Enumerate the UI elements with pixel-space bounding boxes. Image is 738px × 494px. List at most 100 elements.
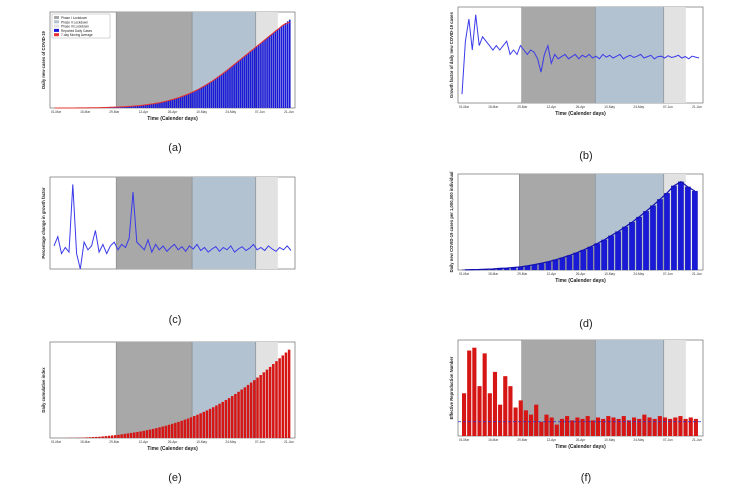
bar [691, 190, 698, 271]
bar [167, 100, 169, 108]
bar [243, 387, 247, 438]
x-tick-label: 01-Mar [459, 438, 470, 442]
bar [177, 421, 180, 438]
bar [544, 414, 549, 436]
bar [212, 407, 215, 438]
bar [155, 428, 158, 438]
panel-b: Growth factor of daily new COVID-19 case… [448, 5, 708, 117]
bar [189, 417, 193, 438]
legend-entry: 7-day Moving Average [61, 33, 93, 37]
x-tick-label: 29-Mar [517, 272, 528, 276]
bar [559, 418, 565, 436]
bar [193, 415, 196, 438]
bar [119, 106, 122, 108]
bar [210, 81, 213, 108]
bar [643, 211, 649, 271]
bar [114, 435, 117, 438]
bar [183, 95, 186, 108]
bar [671, 185, 677, 271]
bar [621, 416, 626, 436]
bar [163, 101, 165, 108]
x-tick-label: 29-Mar [517, 438, 528, 442]
bar [122, 106, 124, 108]
bar [85, 437, 89, 438]
bar [549, 417, 554, 436]
bar [492, 371, 498, 436]
bar [253, 380, 256, 438]
x-tick-label: 10-May [604, 105, 615, 109]
bar [227, 398, 231, 438]
bar [657, 199, 663, 271]
y-axis-label: Effective Reproduction Number [449, 356, 454, 419]
bar [256, 377, 259, 438]
bar [575, 417, 580, 436]
bar [208, 408, 212, 438]
caption-e: (e) [168, 472, 182, 484]
bar [170, 423, 174, 438]
bar [278, 358, 281, 438]
bar [107, 435, 111, 438]
bar [274, 31, 277, 109]
bar [181, 96, 184, 108]
bar [204, 85, 207, 108]
x-tick-label: 26-Apr [576, 272, 587, 276]
panel-e: Daily cumulative index Time (Calender day… [40, 340, 300, 452]
chart-c: Percentage change in growth factor [41, 176, 296, 270]
x-tick-label: 26-Apr [168, 440, 179, 444]
bar [150, 104, 153, 108]
bar [98, 436, 101, 438]
bar [264, 39, 266, 108]
bar [136, 105, 139, 108]
bar [126, 106, 128, 108]
bar [229, 67, 231, 108]
x-tick-label: 12-Apr [547, 105, 558, 109]
bar [231, 66, 233, 108]
bar [151, 428, 155, 438]
bar [187, 93, 190, 108]
bar [227, 69, 229, 108]
bar [276, 29, 279, 108]
bar [132, 106, 134, 108]
bar [185, 94, 188, 108]
caption-d: (d) [579, 318, 593, 330]
bar [142, 430, 146, 438]
lockdown-phase-1-band [116, 177, 193, 269]
bar [539, 421, 544, 436]
chart-d: Daily new COVID-19 cases per 1,000,000 i… [449, 172, 704, 284]
bar [616, 418, 621, 436]
bar [595, 417, 601, 436]
legend-entry: Phase II Lockdown [61, 20, 88, 24]
bar [287, 349, 291, 438]
bar [570, 420, 575, 436]
bar [559, 257, 566, 271]
y-axis-label: Daily new COVID-19 cases per 1,000,000 i… [449, 172, 454, 273]
bar [192, 92, 194, 108]
bar [677, 181, 684, 271]
bar [145, 430, 149, 438]
bar [177, 97, 180, 108]
bar [251, 49, 254, 108]
bar [206, 84, 209, 108]
panel-d: Daily new COVID-19 cases per 1,000,000 i… [448, 172, 708, 284]
bar [194, 91, 196, 108]
bar [523, 410, 528, 436]
bar [587, 246, 594, 271]
x-tick-label: 07-Jun [663, 105, 673, 109]
bar [221, 401, 225, 438]
bar [179, 97, 182, 108]
legend-swatch [54, 33, 59, 37]
bar [253, 47, 256, 108]
bar [255, 46, 258, 108]
y-axis-label: Growth factor of daily new COVID-19 case… [449, 11, 454, 98]
y-axis-label: Daily new cases of COVID-19 [41, 30, 46, 88]
bar [218, 403, 221, 438]
bar [124, 106, 126, 108]
x-tick-label: 01-Mar [459, 272, 470, 276]
x-tick-label: 24-May [633, 272, 644, 276]
legend-swatch [54, 24, 59, 28]
x-axis-label: Time (Calender days) [555, 278, 606, 284]
bar [202, 86, 205, 108]
series-line [461, 14, 700, 95]
bar [212, 80, 215, 108]
